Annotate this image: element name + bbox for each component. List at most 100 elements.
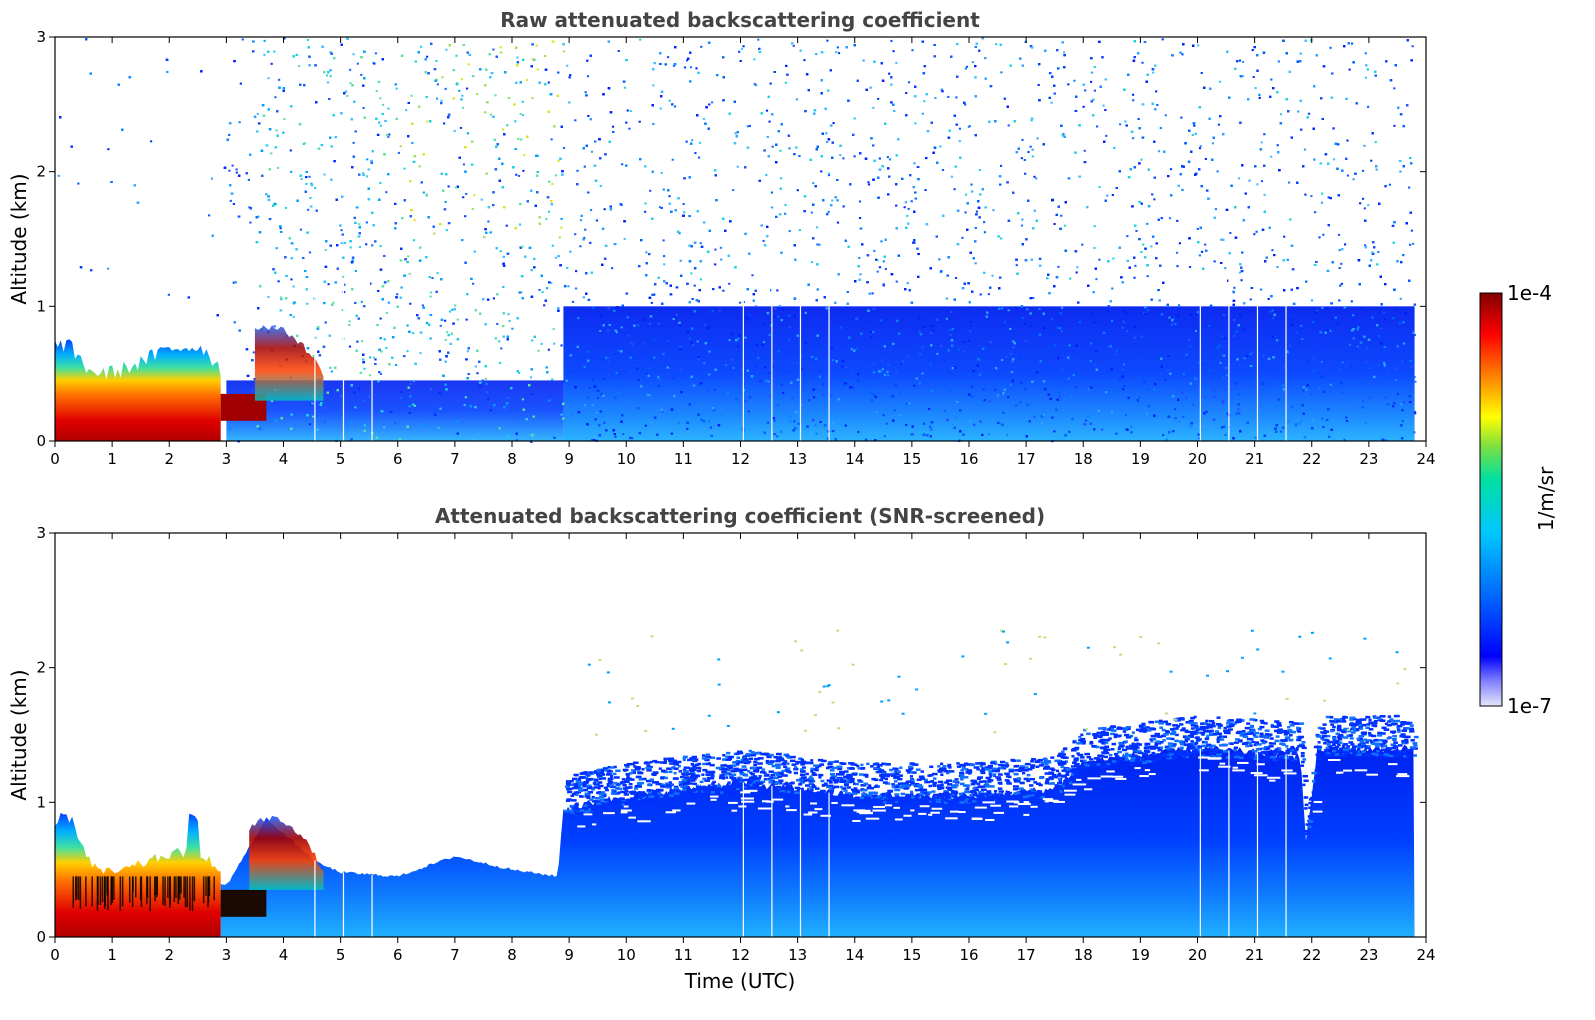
noise-pixel (406, 324, 409, 327)
noise-pixel (324, 248, 327, 251)
noise-pixel (1199, 145, 1202, 148)
noise-pixel (397, 151, 401, 154)
noise-pixel (991, 315, 994, 318)
noise-pixel (1127, 396, 1130, 399)
noise-pixel (462, 163, 466, 166)
noise-pixel (1033, 175, 1036, 178)
noise-pixel (791, 397, 794, 400)
noise-pixel (387, 301, 390, 304)
noise-pixel (372, 356, 376, 359)
noise-pixel (1141, 61, 1144, 64)
noise-pixel (348, 320, 351, 323)
noise-pixel (361, 172, 365, 175)
noise-pixel (1181, 53, 1184, 56)
noise-pixel (277, 280, 280, 283)
noise-pixel (722, 289, 725, 292)
noise-pixel (836, 46, 839, 49)
noise-pixel (662, 188, 665, 191)
noise-pixel (1350, 42, 1354, 45)
noise-pixel (672, 64, 676, 67)
noise-pixel (905, 423, 908, 426)
noise-pixel (589, 209, 593, 212)
noise-pixel (228, 169, 231, 172)
noise-pixel (1361, 197, 1365, 200)
noise-pixel (270, 152, 273, 155)
noise-pixel (1010, 370, 1014, 373)
noise-pixel (569, 250, 572, 253)
noise-pixel (1387, 371, 1390, 374)
noise-pixel (385, 346, 388, 349)
noise-pixel (699, 278, 702, 281)
noise-pixel (1200, 250, 1204, 253)
noise-pixel (810, 261, 814, 264)
noise-pixel (1222, 376, 1226, 379)
noise-pixel (1093, 225, 1096, 228)
noise-pixel (770, 191, 774, 194)
noise-pixel (1142, 243, 1145, 246)
noise-pixel (965, 65, 969, 68)
noise-pixel (1030, 324, 1033, 327)
noise-pixel (1146, 275, 1149, 278)
noise-pixel (458, 89, 461, 92)
noise-pixel (352, 53, 355, 56)
noise-pixel (921, 372, 924, 375)
noise-pixel (590, 150, 594, 153)
noise-pixel (584, 404, 587, 407)
noise-pixel (637, 378, 640, 381)
noise-pixel (381, 103, 385, 106)
noise-pixel (842, 157, 845, 160)
noise-pixel (1304, 193, 1307, 196)
noise-pixel (888, 72, 891, 75)
noise-pixel (1361, 307, 1364, 310)
noise-pixel (979, 293, 982, 296)
noise-pixel (748, 319, 751, 322)
noise-pixel (354, 269, 357, 272)
noise-pixel (1340, 282, 1343, 285)
noise-pixel (905, 92, 908, 95)
noise-pixel (1341, 361, 1344, 364)
noise-pixel (1414, 380, 1417, 383)
noise-pixel (377, 380, 380, 383)
noise-pixel (1345, 419, 1349, 422)
noise-pixel (702, 221, 706, 224)
noise-pixel (871, 292, 874, 295)
noise-pixel (1388, 183, 1392, 186)
noise-pixel (955, 96, 958, 99)
noise-pixel (1286, 365, 1289, 368)
noise-pixel (354, 406, 357, 409)
noise-pixel (388, 133, 391, 136)
noise-pixel (358, 223, 361, 226)
noise-pixel (553, 436, 556, 439)
noise-pixel (1263, 193, 1266, 196)
noise-pixel (1053, 430, 1056, 433)
noise-pixel (1063, 224, 1067, 227)
noise-pixel (662, 255, 666, 258)
noise-pixel (1338, 249, 1341, 252)
noise-pixel (991, 274, 994, 277)
noise-pixel (1064, 432, 1067, 435)
noise-pixel (1081, 243, 1084, 246)
noise-pixel (1133, 276, 1136, 279)
noise-pixel (1220, 238, 1223, 241)
noise-pixel (903, 206, 906, 209)
noise-pixel (290, 278, 293, 281)
noise-pixel (673, 105, 677, 108)
noise-pixel (708, 373, 711, 376)
noise-pixel (962, 341, 965, 344)
noise-pixel (1211, 142, 1215, 145)
noise-pixel (498, 340, 501, 343)
noise-pixel (954, 277, 958, 280)
noise-pixel (663, 263, 666, 266)
noise-pixel (1320, 192, 1324, 195)
noise-pixel (1276, 266, 1279, 269)
noise-pixel (827, 174, 831, 177)
noise-pixel (708, 103, 711, 106)
noise-pixel (850, 341, 853, 344)
noise-pixel (1315, 309, 1319, 312)
noise-pixel (983, 221, 986, 224)
noise-pixel (808, 399, 811, 402)
noise-pixel (270, 62, 273, 65)
noise-pixel (976, 379, 979, 382)
noise-pixel (456, 318, 459, 321)
noise-pixel (1367, 204, 1370, 207)
